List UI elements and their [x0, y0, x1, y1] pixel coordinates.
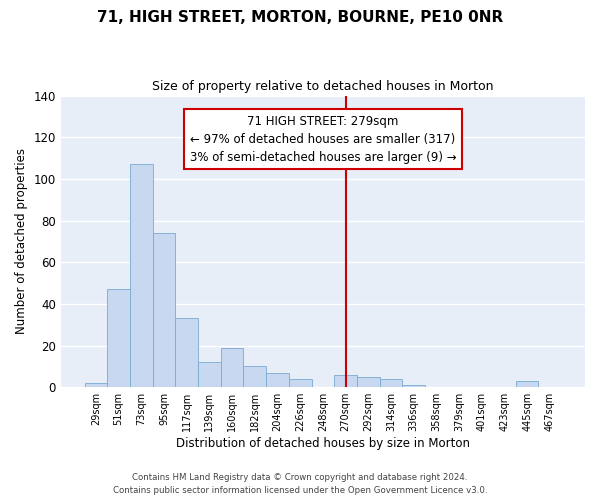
Bar: [289, 379, 311, 387]
Bar: [334, 374, 357, 387]
Bar: [107, 290, 130, 387]
Text: 71, HIGH STREET, MORTON, BOURNE, PE10 0NR: 71, HIGH STREET, MORTON, BOURNE, PE10 0N…: [97, 10, 503, 25]
Bar: [357, 377, 380, 387]
Bar: [403, 385, 425, 387]
Bar: [85, 383, 107, 387]
Bar: [221, 348, 244, 387]
Bar: [380, 379, 403, 387]
Bar: [130, 164, 152, 387]
Bar: [198, 362, 221, 387]
X-axis label: Distribution of detached houses by size in Morton: Distribution of detached houses by size …: [176, 437, 470, 450]
Bar: [152, 233, 175, 387]
Text: Contains HM Land Registry data © Crown copyright and database right 2024.
Contai: Contains HM Land Registry data © Crown c…: [113, 474, 487, 495]
Bar: [266, 372, 289, 387]
Title: Size of property relative to detached houses in Morton: Size of property relative to detached ho…: [152, 80, 494, 93]
Bar: [516, 381, 538, 387]
Text: 71 HIGH STREET: 279sqm
← 97% of detached houses are smaller (317)
3% of semi-det: 71 HIGH STREET: 279sqm ← 97% of detached…: [190, 114, 456, 164]
Y-axis label: Number of detached properties: Number of detached properties: [15, 148, 28, 334]
Bar: [175, 318, 198, 387]
Bar: [244, 366, 266, 387]
